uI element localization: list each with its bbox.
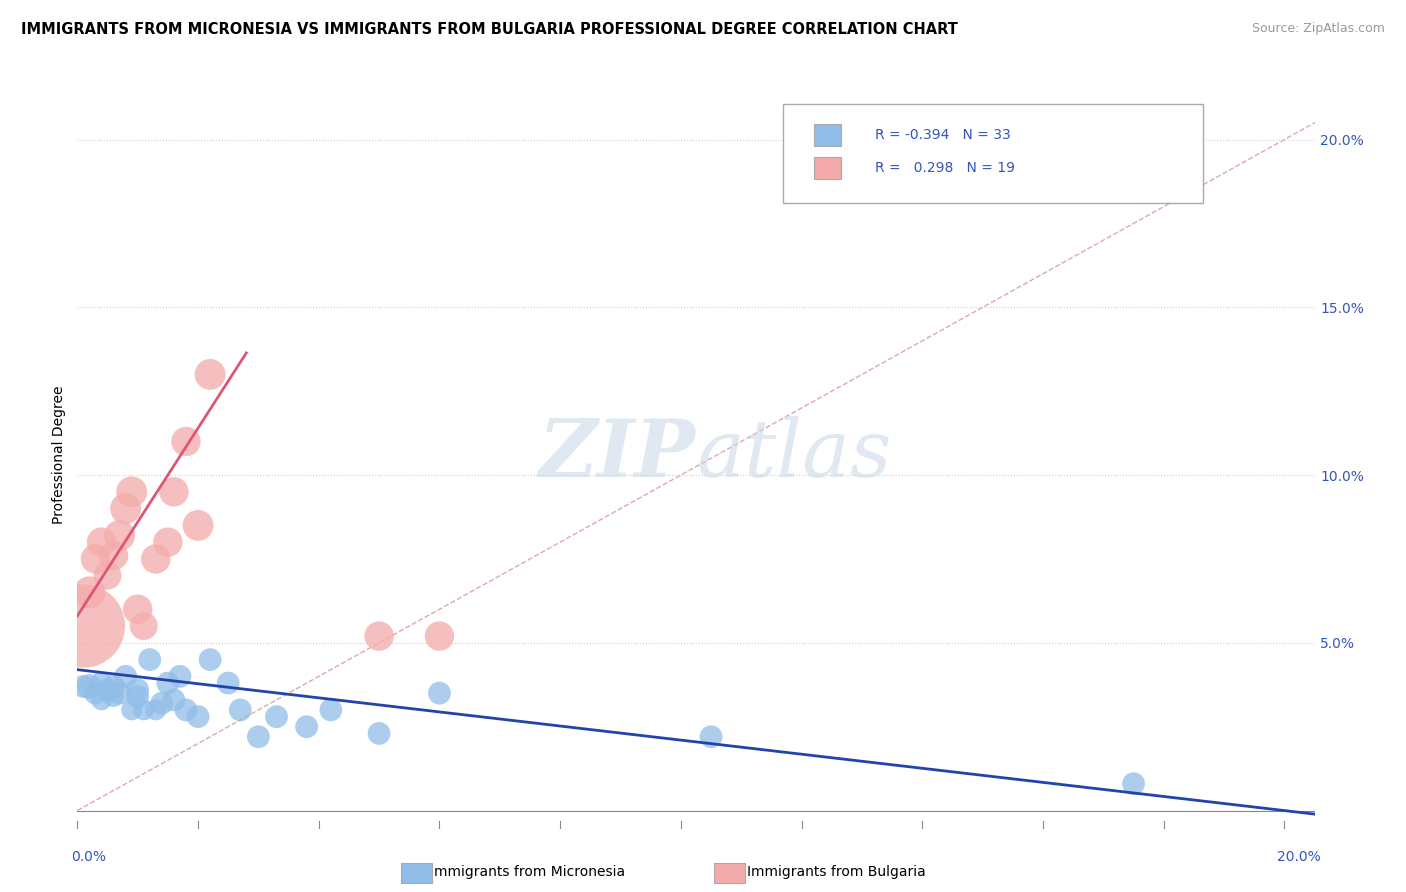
Y-axis label: Professional Degree: Professional Degree (52, 385, 66, 524)
Text: 0.0%: 0.0% (72, 850, 105, 863)
Point (108, 686, 131, 700)
Text: 20.0%: 20.0% (1277, 850, 1320, 863)
Point (156, 676, 179, 690)
Point (174, 703, 197, 717)
Point (145, 703, 167, 717)
Point (127, 682, 149, 697)
Point (429, 629, 451, 643)
Point (103, 549, 125, 563)
Point (217, 676, 239, 690)
Point (368, 629, 391, 643)
Point (127, 602, 149, 616)
Point (156, 535, 179, 549)
Point (72, 619, 94, 633)
Text: Immigrants from Bulgaria: Immigrants from Bulgaria (747, 865, 927, 880)
Point (132, 619, 155, 633)
Point (103, 690, 125, 704)
Point (121, 484, 143, 499)
Text: Source: ZipAtlas.com: Source: ZipAtlas.com (1251, 22, 1385, 36)
Point (247, 730, 270, 744)
Point (139, 652, 162, 666)
Point (96, 568, 118, 582)
Point (90, 676, 112, 690)
Text: R =   0.298   N = 19: R = 0.298 N = 19 (876, 161, 1015, 175)
Point (90, 535, 112, 549)
Point (79, 680, 101, 694)
Point (1122, 777, 1144, 791)
Point (163, 693, 186, 707)
Point (295, 720, 318, 734)
Point (187, 709, 209, 723)
Point (174, 434, 197, 449)
Point (198, 652, 221, 666)
Point (429, 686, 451, 700)
Point (700, 730, 723, 744)
Point (169, 669, 191, 683)
Point (72, 680, 94, 694)
Text: Immigrants from Micronesia: Immigrants from Micronesia (430, 865, 624, 880)
Text: R = -0.394   N = 33: R = -0.394 N = 33 (876, 128, 1011, 142)
Point (103, 680, 125, 694)
Point (84, 552, 107, 566)
Point (96, 682, 118, 697)
Point (187, 518, 209, 533)
Text: ZIP: ZIP (538, 417, 696, 493)
Text: IMMIGRANTS FROM MICRONESIA VS IMMIGRANTS FROM BULGARIA PROFESSIONAL DEGREE CORRE: IMMIGRANTS FROM MICRONESIA VS IMMIGRANTS… (21, 22, 957, 37)
FancyBboxPatch shape (783, 103, 1204, 202)
Point (145, 552, 167, 566)
Point (266, 709, 288, 723)
Point (90, 693, 112, 707)
Point (127, 690, 149, 704)
Point (108, 528, 131, 542)
Text: atlas: atlas (696, 417, 891, 493)
Point (114, 501, 136, 516)
Point (121, 703, 143, 717)
FancyBboxPatch shape (814, 124, 841, 145)
Point (150, 696, 173, 710)
Point (132, 703, 155, 717)
Point (79, 585, 101, 599)
Point (198, 368, 221, 382)
Point (114, 669, 136, 683)
FancyBboxPatch shape (814, 157, 841, 179)
Point (163, 484, 186, 499)
Point (319, 703, 342, 717)
Point (84, 686, 107, 700)
Point (368, 726, 391, 740)
Point (229, 703, 252, 717)
